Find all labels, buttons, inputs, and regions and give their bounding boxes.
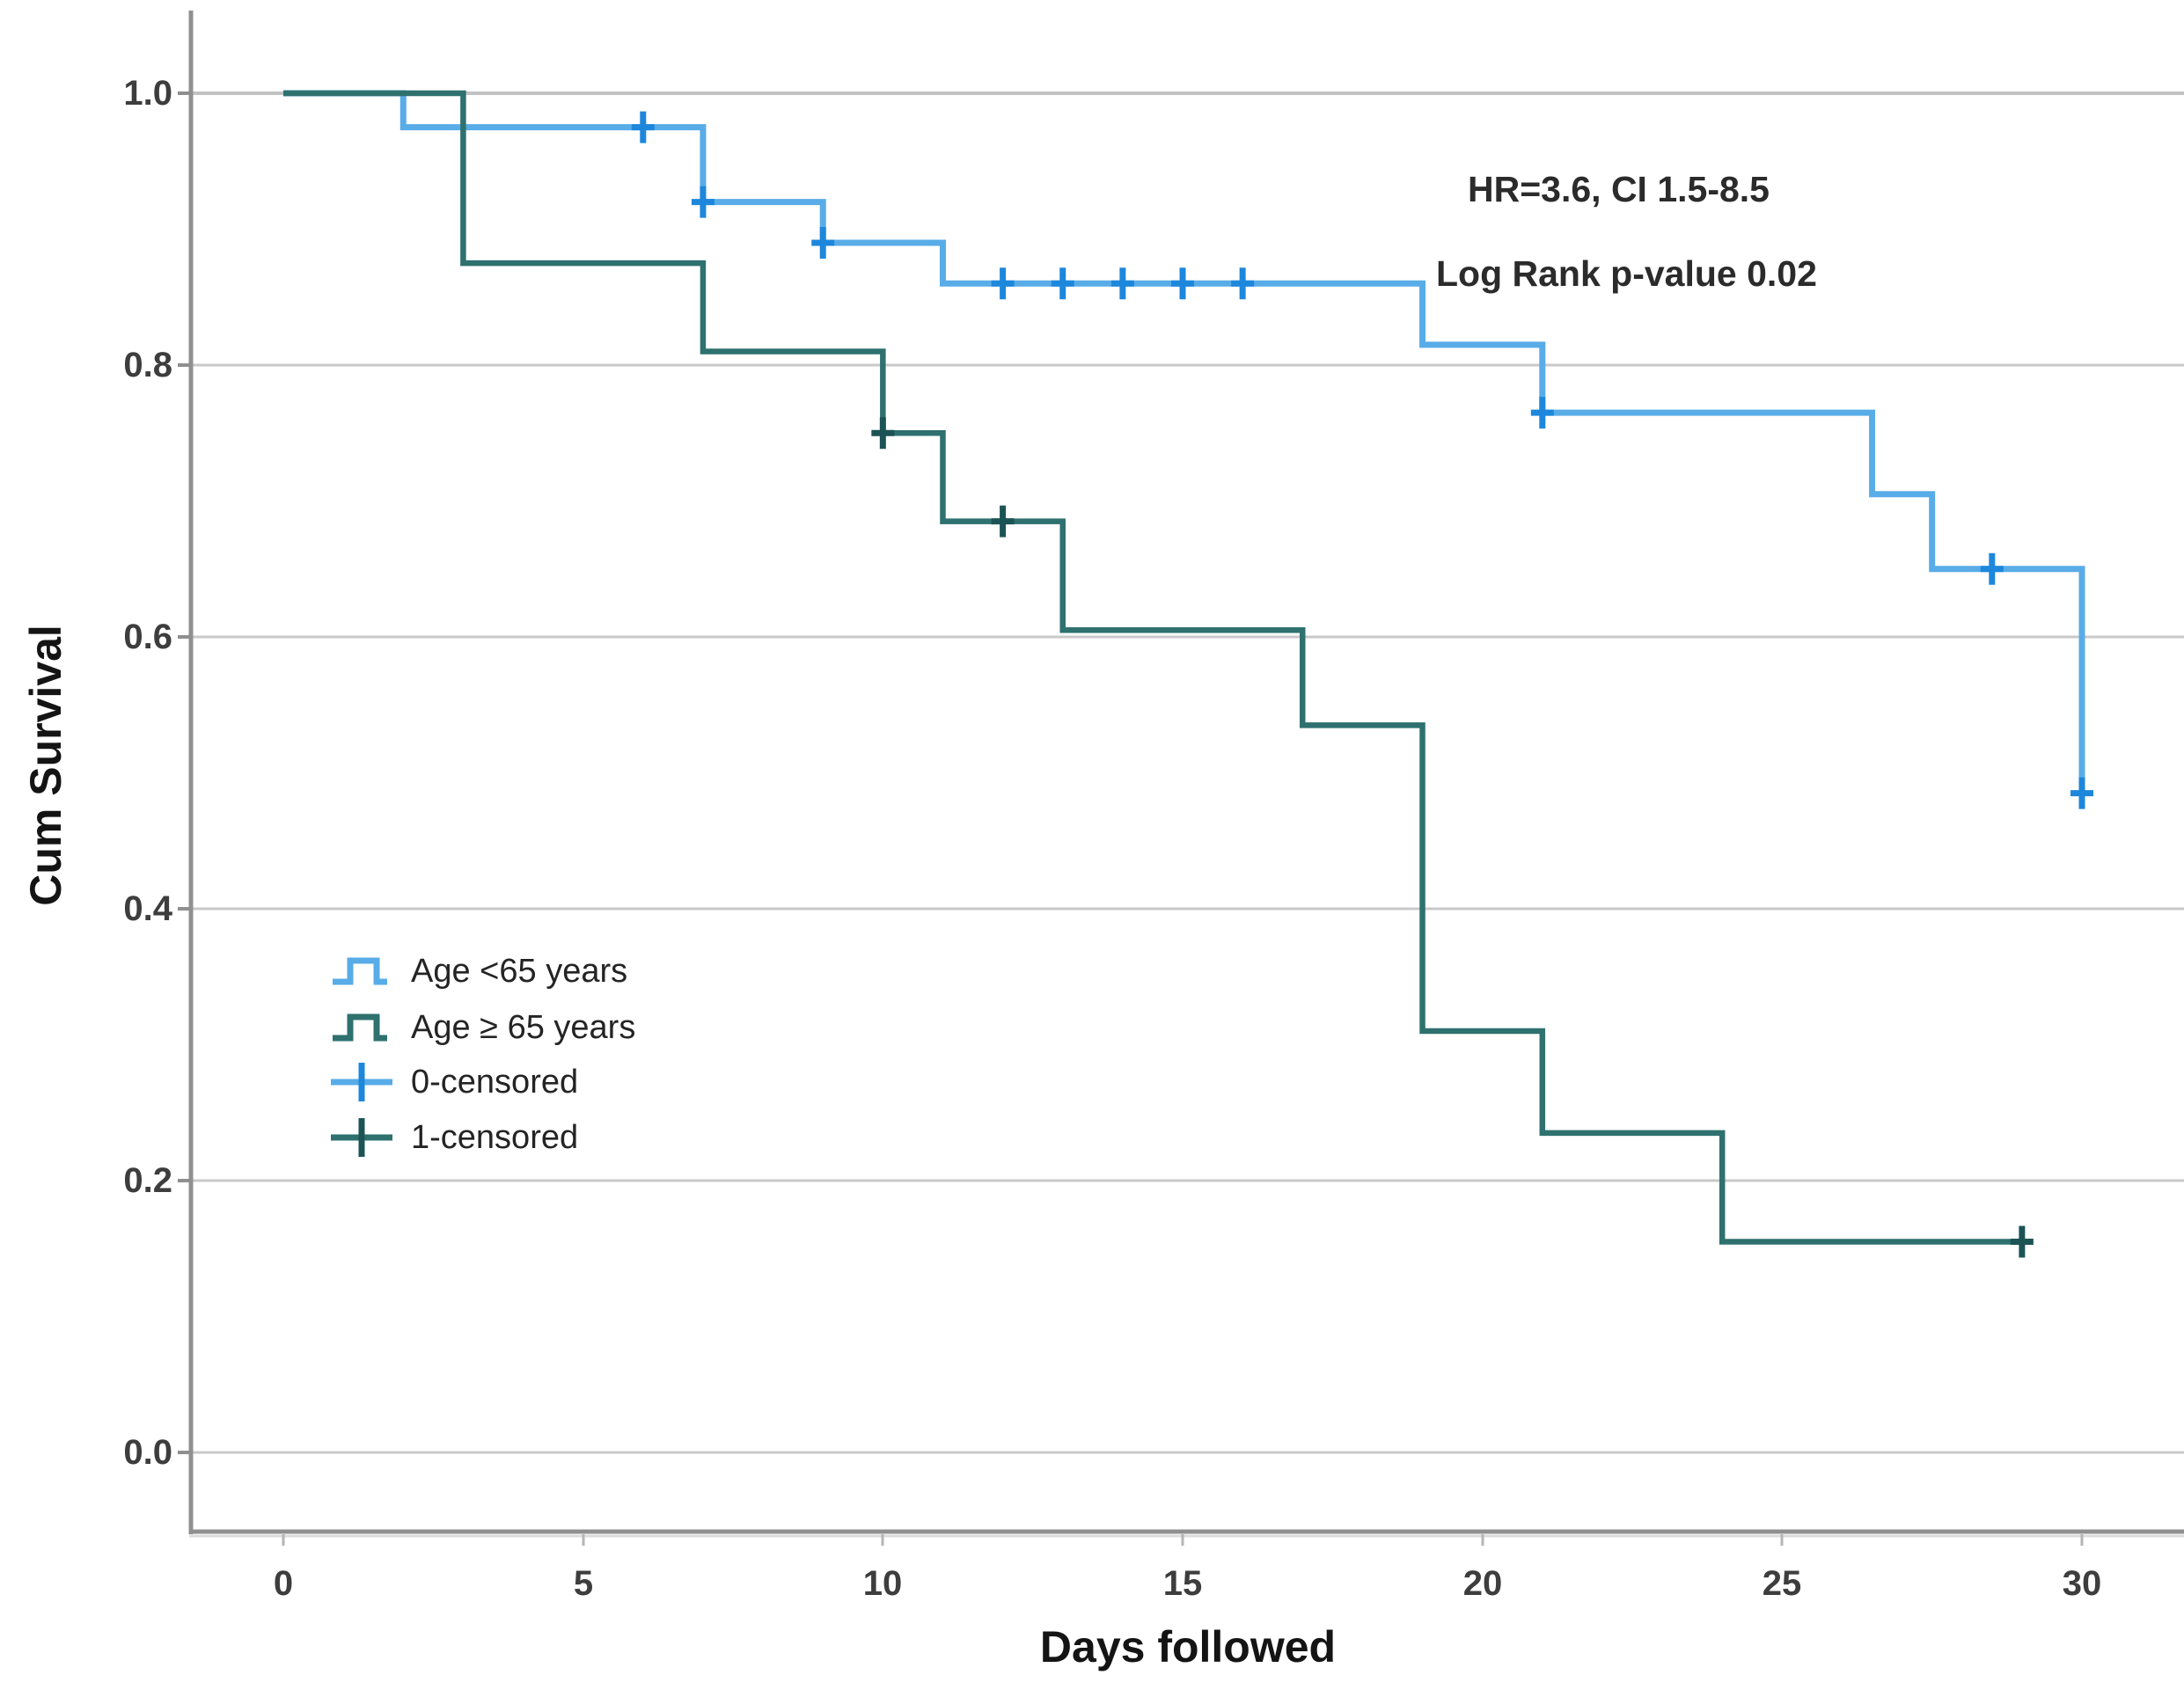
legend-symbol-step-age-ge65 — [333, 1013, 387, 1042]
log-rank-annotation: Log Rank p-value 0.02 — [1436, 253, 1817, 294]
hr-ci-annotation: HR=3.6, CI 1.5-8.5 — [1468, 169, 1770, 209]
y-tick-label-0.8: 0.8 — [123, 346, 172, 384]
x-tick-label-5: 5 — [574, 1564, 593, 1603]
y-axis-title: Cum Survival — [21, 625, 70, 906]
x-tick-label-15: 15 — [1163, 1564, 1203, 1603]
gridlines — [189, 91, 2184, 1454]
legend-label-1-censored: 1-censored — [411, 1119, 578, 1156]
x-axis-title: Days followed — [1040, 1622, 1336, 1671]
y-tick-labels: 1.0 0.8 0.6 0.4 0.2 0.0 — [123, 74, 172, 1472]
survival-curve-1 — [283, 90, 2022, 1245]
legend-label-age-lt65: Age <65 years — [411, 953, 627, 990]
legend: Age <65 years Age ≥ 65 years 0-censored … — [331, 953, 635, 1157]
y-tick-label-0.2: 0.2 — [123, 1161, 172, 1200]
y-tick-label-1.0: 1.0 — [123, 74, 172, 113]
y-tick-label-0.6: 0.6 — [123, 618, 172, 656]
x-tick-label-30: 30 — [2063, 1564, 2102, 1603]
axes — [178, 11, 2184, 1546]
legend-label-0-censored: 0-censored — [411, 1064, 578, 1101]
legend-label-age-ge65: Age ≥ 65 years — [411, 1009, 635, 1046]
x-tick-label-0: 0 — [274, 1564, 293, 1603]
legend-symbol-step-age-lt65 — [333, 957, 387, 985]
y-tick-label-0.4: 0.4 — [123, 889, 172, 928]
x-tick-label-10: 10 — [863, 1564, 903, 1603]
x-tick-label-20: 20 — [1463, 1564, 1503, 1603]
survival-curve-0 — [283, 90, 2085, 794]
x-tick-labels: 0 5 10 15 20 25 30 — [274, 1564, 2101, 1603]
censor-marks-0 — [631, 111, 2093, 809]
censor-marks-1 — [871, 417, 2034, 1258]
x-tick-label-25: 25 — [1763, 1564, 1802, 1603]
y-tick-label-0.0: 0.0 — [123, 1433, 172, 1472]
